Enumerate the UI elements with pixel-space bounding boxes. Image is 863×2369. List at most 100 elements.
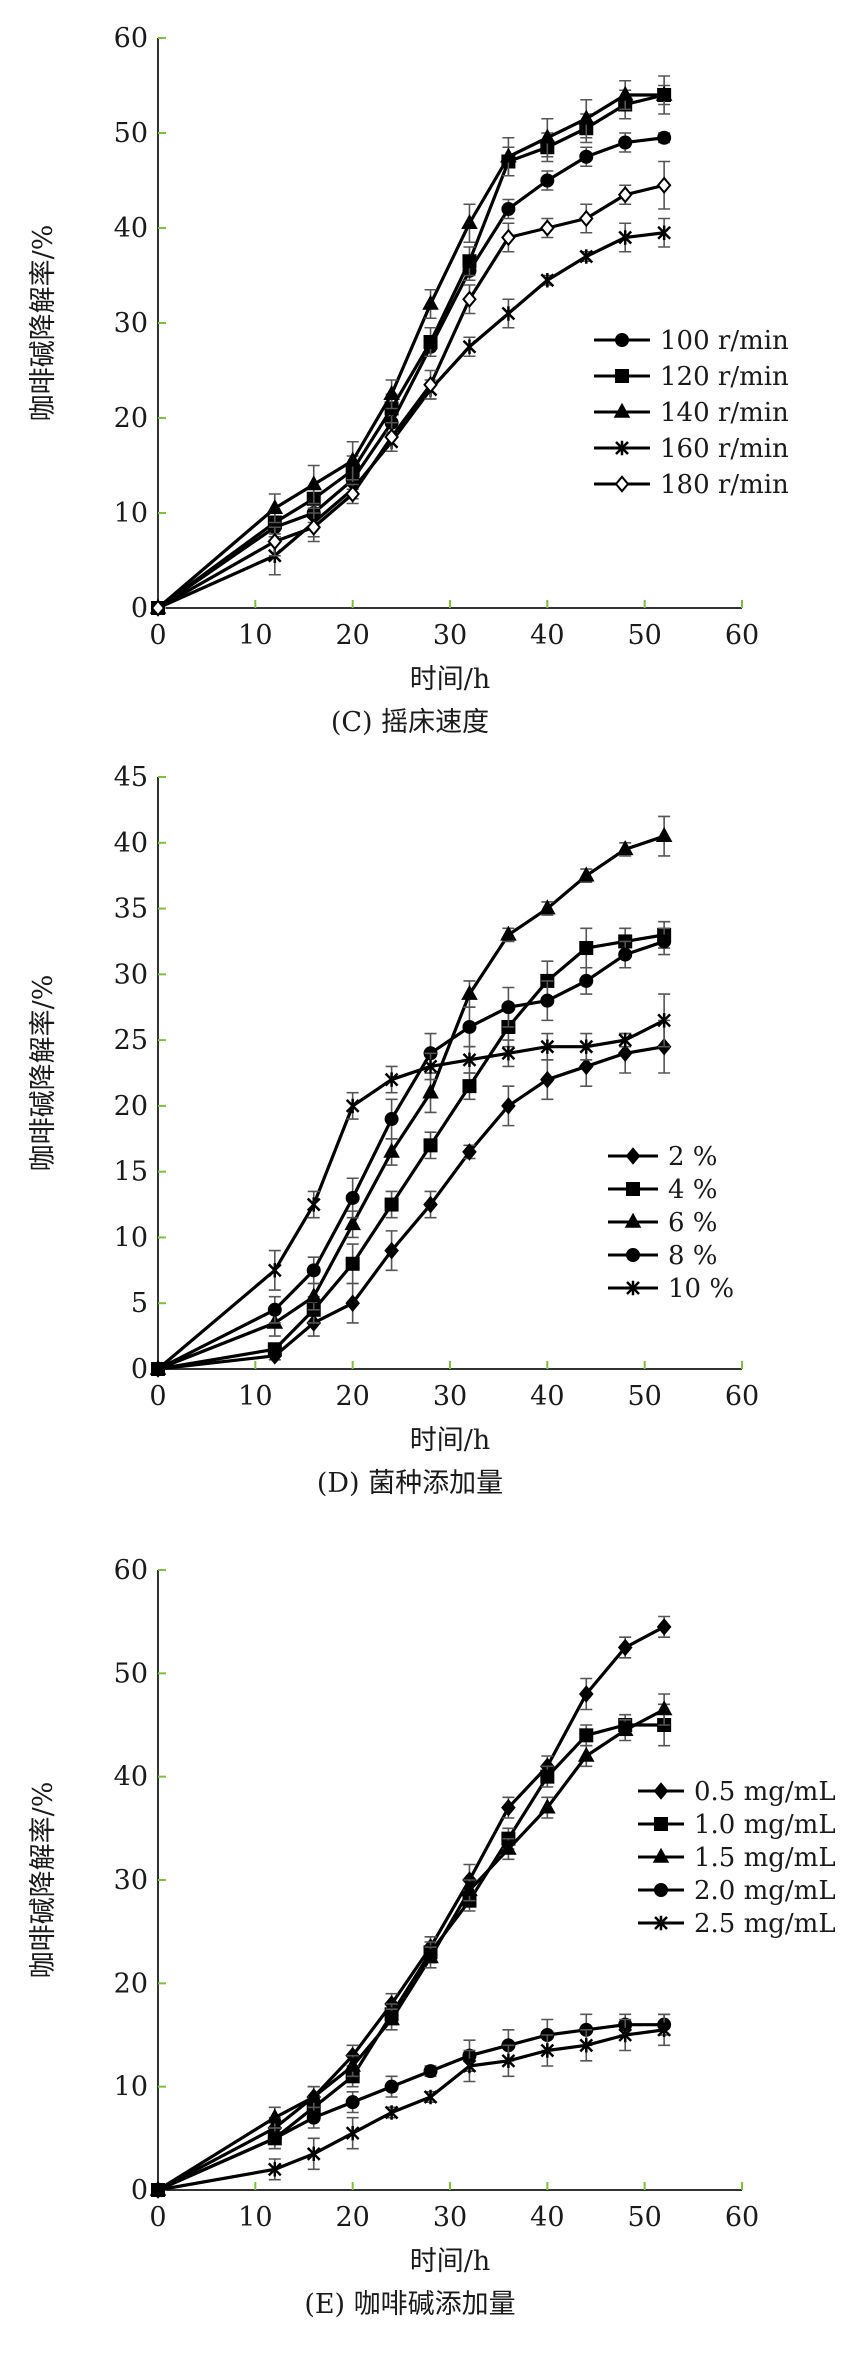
y-tick-label: 25 <box>114 1025 148 1056</box>
data-point <box>345 1256 360 1271</box>
data-point <box>384 1197 399 1212</box>
legend-entry-10: 10 % <box>608 1274 734 1304</box>
data-point <box>345 485 360 503</box>
data-point <box>501 306 516 321</box>
x-axis-title: 时间/h <box>410 2246 491 2277</box>
data-point <box>384 1112 399 1127</box>
data-point <box>266 498 284 515</box>
legend-marker <box>653 1782 669 1800</box>
data-point <box>655 85 673 101</box>
series-2-5-mg-ml <box>151 2013 672 2198</box>
y-tick-label: 50 <box>114 1658 148 1689</box>
y-tick-label: 0 <box>131 2175 148 2206</box>
x-tick-label: 40 <box>530 620 564 651</box>
data-point <box>655 1700 673 1716</box>
y-tick-label: 20 <box>114 1091 148 1122</box>
y-tick-label: 10 <box>114 1222 148 1253</box>
data-point <box>501 2053 516 2069</box>
data-point <box>306 518 322 537</box>
y-tick-label: 40 <box>114 1762 148 1793</box>
data-point <box>579 1728 594 1743</box>
legend-entry-1-5-mg-ml: 1.5 mg/mL <box>638 1843 836 1873</box>
y-axis-title: 咖啡碱降解率/% <box>28 975 59 1172</box>
legend-label: 4 % <box>668 1175 718 1205</box>
y-tick-label: 0 <box>131 1354 148 1385</box>
legend-marker <box>624 1212 642 1228</box>
legend-entry-2: 2 % <box>608 1142 718 1172</box>
x-tick-label: 40 <box>530 2202 564 2233</box>
data-point <box>501 202 516 216</box>
data-point <box>540 2043 555 2058</box>
data-point <box>656 1618 672 1636</box>
legend-marker <box>613 402 631 418</box>
data-point <box>540 173 555 188</box>
data-point <box>345 1190 360 1205</box>
data-point <box>150 599 166 617</box>
data-point <box>266 2108 284 2124</box>
y-tick-label: 40 <box>114 213 148 244</box>
data-point <box>423 375 438 394</box>
data-point <box>384 428 399 446</box>
data-point <box>267 532 283 551</box>
y-tick-label: 60 <box>114 23 148 54</box>
series-line <box>157 1045 665 1371</box>
data-point <box>617 185 633 204</box>
legend-label: 2 % <box>668 1142 718 1172</box>
x-axis-title: 时间/h <box>410 664 491 695</box>
data-point <box>657 130 672 145</box>
data-point <box>461 1881 478 1897</box>
legend-label: 100 r/min <box>660 326 789 356</box>
legend-label: 8 % <box>668 1241 718 1271</box>
series-line <box>156 1018 665 1371</box>
x-tick-label: 10 <box>238 620 272 651</box>
data-point <box>344 1215 361 1231</box>
data-point <box>423 1059 438 1074</box>
data-point <box>305 1287 323 1303</box>
data-point <box>539 899 556 915</box>
data-point <box>618 947 633 962</box>
legend-marker <box>615 440 629 456</box>
series-line <box>157 1723 665 2192</box>
panel-caption: (E) 咖啡碱添加量 <box>304 2289 515 2320</box>
chart-panel-2: 0 5 10 15 20 25 30 35 40 45 0 10 20 30 40 50 60 时间/h 咖啡碱降解… <box>28 762 759 1499</box>
y-tick-label: 10 <box>114 498 148 529</box>
y-axis-title: 咖啡碱降解率/% <box>28 225 59 422</box>
y-tick-label: 20 <box>114 1968 148 1999</box>
data-point <box>657 1013 672 1028</box>
data-point <box>501 1046 516 1061</box>
legend-label: 1.5 mg/mL <box>694 1843 836 1873</box>
data-point <box>657 225 672 240</box>
data-point <box>618 2027 633 2043</box>
data-point <box>344 451 361 467</box>
data-point <box>616 85 634 101</box>
y-tick-label: 45 <box>114 762 148 793</box>
x-tick-label: 50 <box>627 620 661 651</box>
legend-label: 140 r/min <box>660 398 789 428</box>
y-tick-label: 50 <box>114 118 148 149</box>
legend-marker <box>615 369 629 383</box>
data-point <box>500 147 517 163</box>
data-point <box>461 984 478 1000</box>
data-point <box>578 1057 594 1076</box>
y-tick-label: 30 <box>114 308 148 339</box>
data-point <box>540 1769 555 1784</box>
data-point <box>306 2146 321 2162</box>
legend-entry-2-5-mg-ml: 2.5 mg/mL <box>638 1909 836 1939</box>
x-tick-label: 20 <box>335 2202 369 2233</box>
series-line <box>157 834 665 1371</box>
data-point <box>540 993 555 1008</box>
data-point <box>579 249 594 264</box>
legend-marker <box>615 333 629 347</box>
data-point <box>500 925 517 941</box>
data-point <box>345 1098 360 1114</box>
data-point <box>422 1083 439 1099</box>
data-point <box>618 135 633 150</box>
legend-entry-2-0-mg-ml: 2.0 mg/mL <box>638 1876 836 1906</box>
data-point <box>305 475 323 491</box>
data-point <box>305 2087 323 2103</box>
x-axis-title: 时间/h <box>410 1425 491 1456</box>
data-point <box>461 213 478 230</box>
x-tick-label: 60 <box>725 1381 759 1412</box>
data-point <box>345 2125 360 2141</box>
data-point <box>384 2079 399 2094</box>
